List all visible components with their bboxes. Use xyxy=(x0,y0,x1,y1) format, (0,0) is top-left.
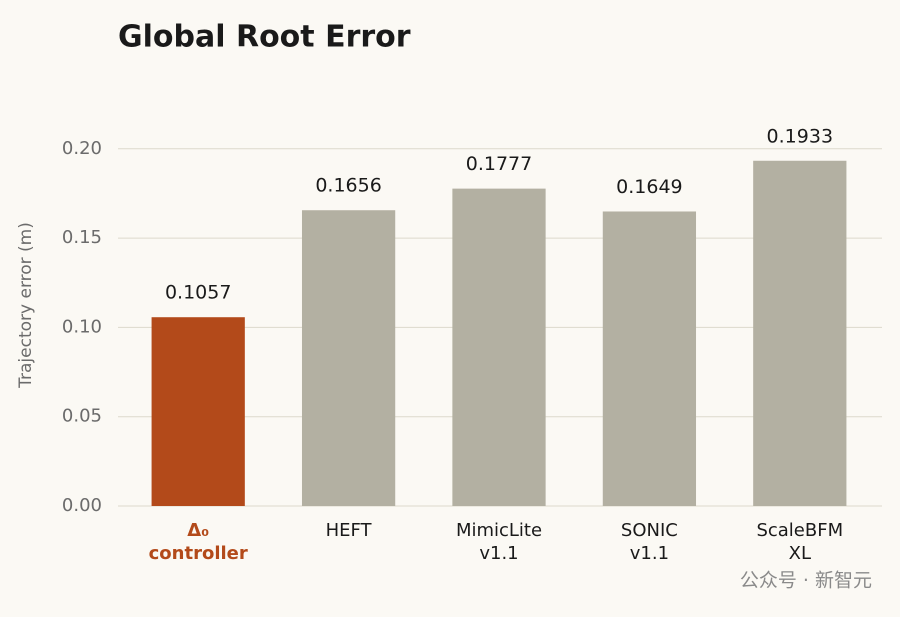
y-tick-label: 0.10 xyxy=(62,316,102,337)
value-label: 0.1057 xyxy=(165,282,231,304)
value-label: 0.1933 xyxy=(767,125,833,147)
y-tick-label: 0.05 xyxy=(62,406,102,427)
watermark: 公众号 · 新智元 xyxy=(740,570,872,592)
value-label: 0.1649 xyxy=(616,176,682,198)
bar xyxy=(452,188,546,506)
y-tick-label: 0.20 xyxy=(62,138,102,159)
x-tick-label: SONIC v1.1 xyxy=(621,520,678,564)
y-axis-label: Trajectory error (m) xyxy=(16,222,36,389)
x-tick-label: MimicLite v1.1 xyxy=(456,520,542,564)
bar xyxy=(602,211,697,506)
x-tick-label: ScaleBFM XL xyxy=(756,520,843,564)
bar xyxy=(151,317,245,506)
value-label: 0.1777 xyxy=(466,153,532,175)
bar xyxy=(753,160,847,506)
y-tick-label: 0.00 xyxy=(62,495,102,516)
bar xyxy=(301,210,396,506)
value-label: 0.1656 xyxy=(315,175,381,197)
y-tick-label: 0.15 xyxy=(62,227,102,248)
x-tick-label: HEFT xyxy=(326,520,373,541)
x-tick-label: Δ₀ controller xyxy=(149,520,248,564)
chart-title: Global Root Error xyxy=(118,20,411,55)
